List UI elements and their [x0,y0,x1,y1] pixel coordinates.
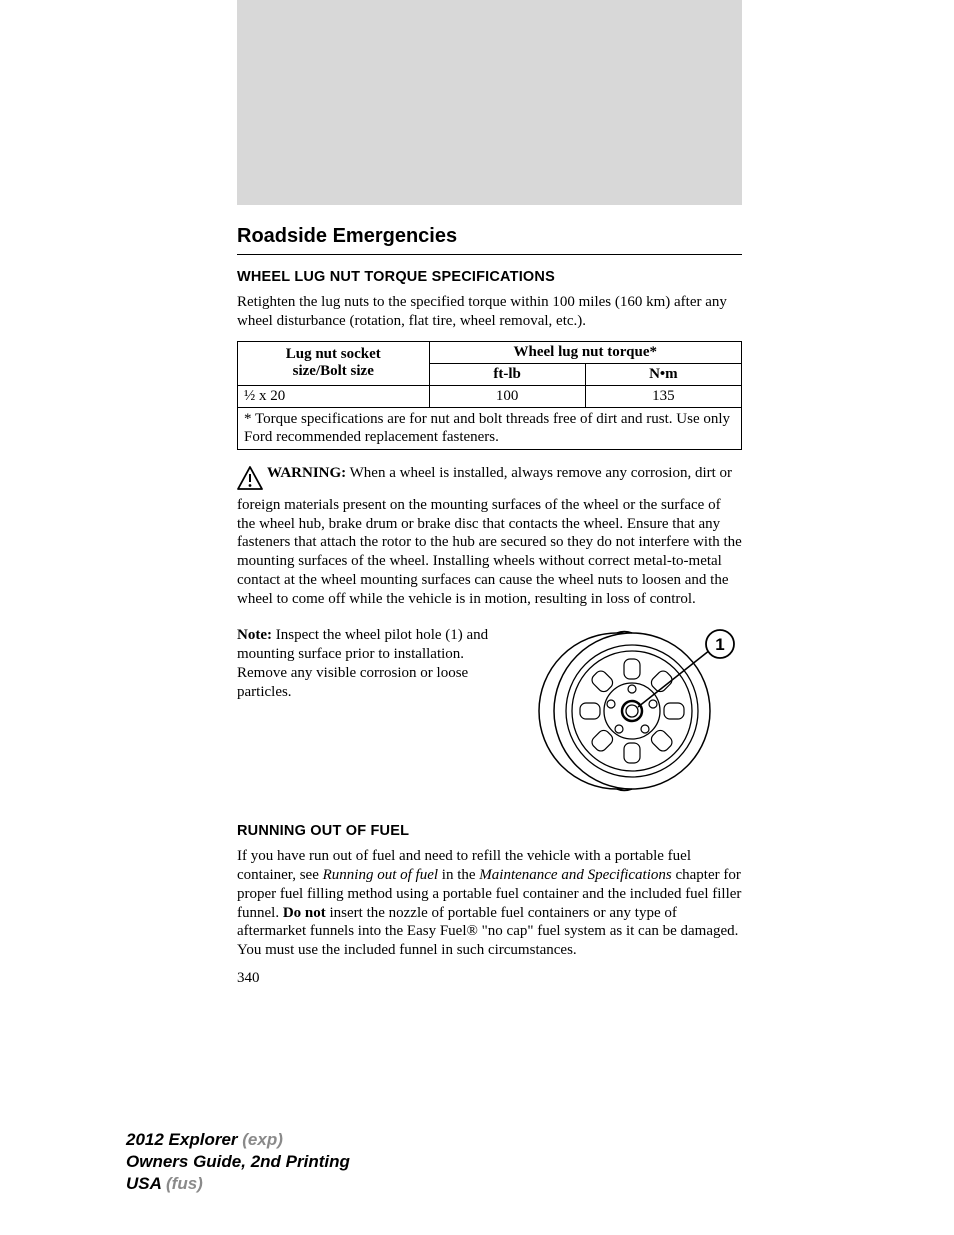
table-row: ½ x 20 100 135 [238,385,742,407]
wheel-diagram: 1 [522,626,742,801]
torque-intro: Retighten the lug nuts to the specified … [237,293,742,331]
table-footnote-row: * Torque specifications are for nut and … [238,407,742,450]
warning-label: WARNING: [267,465,346,481]
footer-region: USA [126,1174,166,1193]
footer-code1: (exp) [242,1130,283,1149]
cell-nm: 135 [585,385,741,407]
header-gray-bar [237,0,742,205]
footer-model: 2012 Explorer [126,1130,242,1149]
warning-text: When a wheel is installed, always remove… [237,465,742,607]
page-number: 340 [237,970,742,987]
note-row: Note: Inspect the wheel pilot hole (1) a… [237,626,742,801]
note-text: Note: Inspect the wheel pilot hole (1) a… [237,626,504,801]
fuel-ital1: Running out of fuel [323,867,438,883]
fuel-bold: Do not [283,905,326,921]
th-nm: N•m [585,363,741,385]
callout-number: 1 [715,635,724,654]
warning-icon [237,466,263,496]
th-bolt-line2: size/Bolt size [293,363,374,379]
section-heading-torque: WHEEL LUG NUT TORQUE SPECIFICATIONS [237,269,742,285]
footer-line1: 2012 Explorer (exp) [126,1129,350,1151]
footer-line2: Owners Guide, 2nd Printing [126,1151,350,1173]
chapter-title: Roadside Emergencies [237,225,742,248]
cell-footnote: * Torque specifications are for nut and … [238,407,742,450]
note-label: Note: [237,627,272,643]
section-heading-fuel: RUNNING OUT OF FUEL [237,823,742,839]
cell-ftlb: 100 [429,385,585,407]
torque-table: Lug nut socket size/Bolt size Wheel lug … [237,341,742,451]
fuel-ital2: Maintenance and Specifications [479,867,671,883]
footer-line3: USA (fus) [126,1173,350,1195]
page-content: Roadside Emergencies WHEEL LUG NUT TORQU… [237,225,742,987]
note-body: Inspect the wheel pilot hole (1) and mou… [237,627,488,699]
th-torque: Wheel lug nut torque* [429,341,741,363]
footer-code2: (fus) [166,1174,203,1193]
th-bolt-size: Lug nut socket size/Bolt size [238,341,430,385]
cell-bolt: ½ x 20 [238,385,430,407]
fuel-p2: in the [438,867,479,883]
footer: 2012 Explorer (exp) Owners Guide, 2nd Pr… [126,1129,350,1195]
warning-box: WARNING: When a wheel is installed, alwa… [237,464,742,608]
fuel-paragraph: If you have run out of fuel and need to … [237,847,742,960]
title-rule [237,254,742,255]
th-bolt-line1: Lug nut socket [286,346,381,362]
th-ftlb: ft-lb [429,363,585,385]
